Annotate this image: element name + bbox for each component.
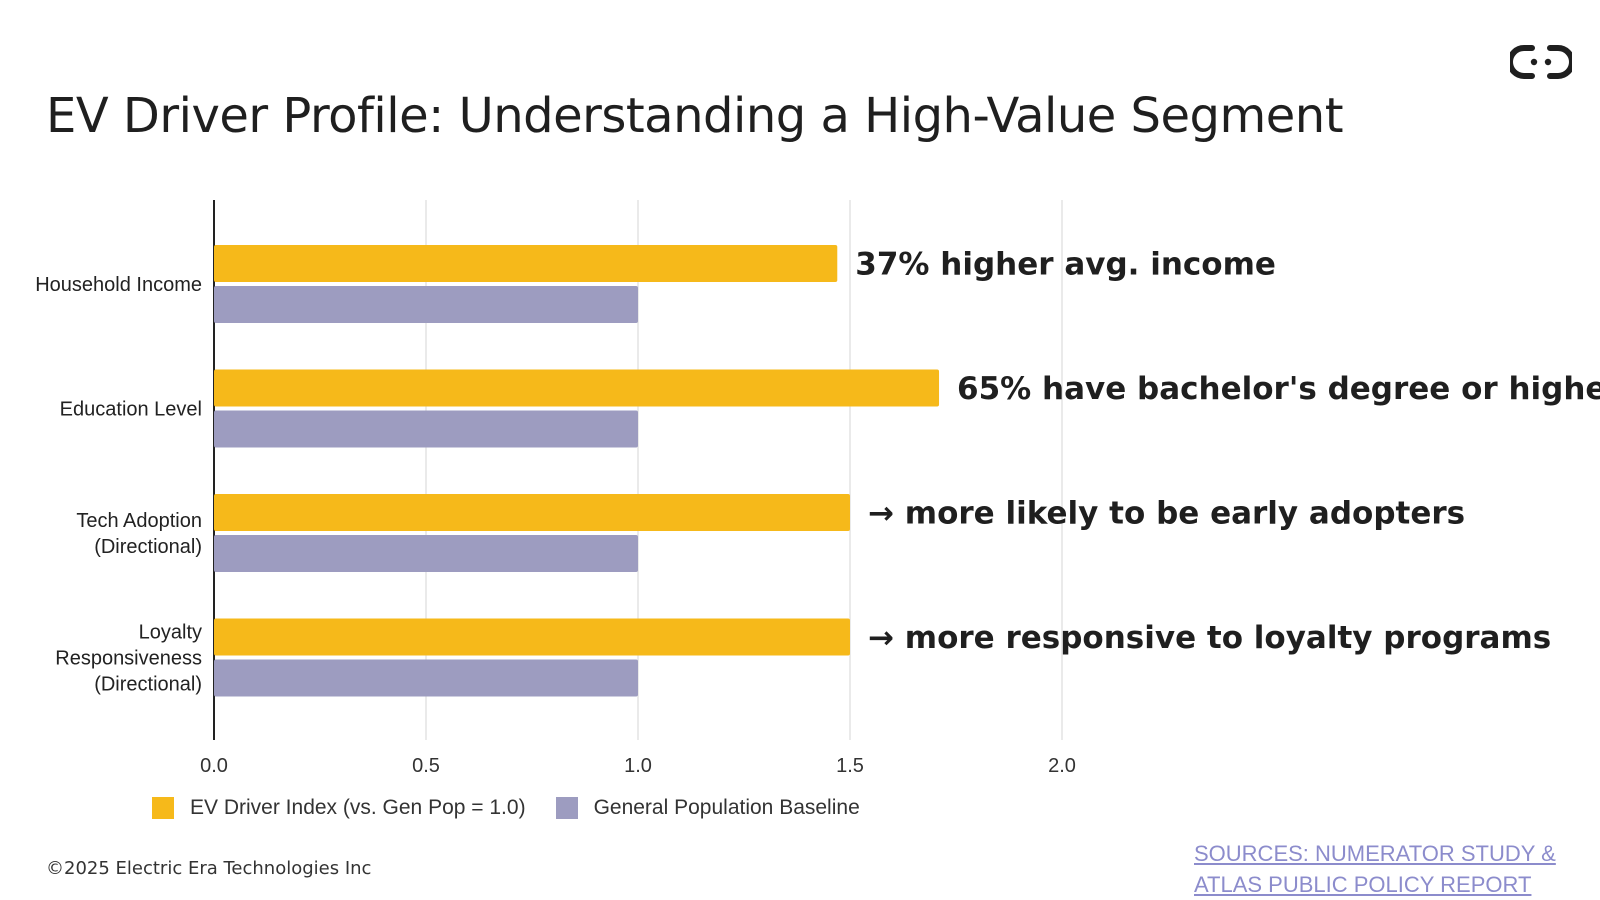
bar-baseline-1 [214,410,638,448]
category-label-3-0: Loyalty [139,622,202,644]
annotation-3: → more responsive to loyalty programs [868,620,1551,656]
chart-legend: EV Driver Index (vs. Gen Pop = 1.0) Gene… [152,796,890,820]
category-label-3-1: Responsiveness [55,648,202,670]
x-tick-label-1: 0.5 [412,755,440,777]
sources-line-2[interactable]: ATLAS PUBLIC POLICY REPORT [1194,872,1532,897]
bar-baseline-0 [214,286,638,323]
bar-baseline-3 [214,659,638,697]
sources-line-1[interactable]: SOURCES: NUMERATOR STUDY & [1194,841,1556,866]
category-label-3-2: (Directional) [94,674,202,696]
legend-item-ev: EV Driver Index (vs. Gen Pop = 1.0) [152,796,526,820]
legend-swatch-baseline [555,797,578,819]
legend-swatch-ev [152,797,174,819]
annotation-1: 65% have bachelor's degree or higher [957,371,1600,407]
bar-ev-3 [214,618,850,656]
bar-baseline-2 [214,535,638,572]
annotation-0: 37% higher avg. income [855,247,1276,283]
x-tick-label-4: 2.0 [1048,755,1076,777]
electric-era-logo-icon [1510,45,1572,79]
page-title: EV Driver Profile: Understanding a High-… [46,88,1344,144]
x-tick-label-2: 1.0 [624,755,652,777]
ev-driver-profile-chart: 0.0 0.5 1.0 1.5 2.0 Household Income 37% highe… [35,200,1600,777]
category-label-0-0: Household Income [35,274,202,296]
category-label-1-0: Education Level [60,399,202,421]
copyright-text: ©2025 Electric Era Technologies Inc [46,858,372,879]
bar-ev-2 [214,494,850,531]
x-tick-label-0: 0.0 [200,755,228,777]
bar-ev-0 [214,245,838,282]
sources-link[interactable]: SOURCES: NUMERATOR STUDY & ATLAS PUBLIC … [1194,838,1594,900]
legend-label-ev: EV Driver Index (vs. Gen Pop = 1.0) [190,796,526,819]
category-label-2-1: (Directional) [94,536,202,558]
x-tick-label-3: 1.5 [836,755,864,777]
annotation-2: → more likely to be early adopters [868,496,1465,532]
legend-item-baseline: General Population Baseline [555,796,860,820]
bar-ev-1 [214,369,940,407]
legend-label-baseline: General Population Baseline [593,796,860,819]
category-label-2-0: Tech Adoption [76,510,202,532]
